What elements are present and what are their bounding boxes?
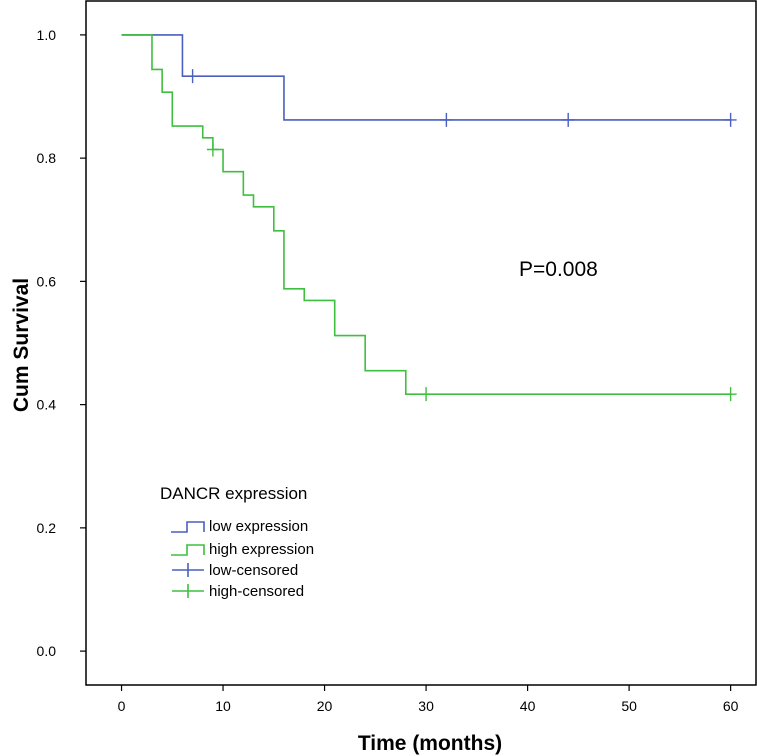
legend-entry: high expression [171, 541, 314, 558]
series-line-high-expression [121, 34, 731, 395]
y-tick-label: 0.8 [37, 150, 57, 166]
legend-entry: low-censored [172, 562, 298, 579]
censor-mark [724, 387, 737, 402]
censor-mark [206, 142, 219, 157]
censor-mark [440, 112, 453, 127]
y-axis: 0.0 0.2 0.4 0.6 0.8 1.0 [37, 27, 86, 659]
series-layer [121, 34, 737, 402]
legend-label: high expression [209, 541, 314, 558]
x-axis: 0 10 20 30 40 50 60 [118, 685, 739, 714]
legend-title: DANCR expression [160, 484, 307, 503]
x-tick-label: 10 [215, 698, 231, 714]
legend-censor-icon [172, 584, 204, 598]
legend: DANCR expression low expression high expr… [160, 484, 314, 600]
legend-censor-icon [172, 563, 204, 577]
y-tick-label: 0.0 [37, 643, 57, 659]
x-axis-title: Time (months) [358, 732, 502, 755]
y-tick-label: 0.4 [37, 397, 57, 413]
censor-mark [724, 112, 737, 127]
censor-mark [562, 112, 575, 127]
plot-frame [85, 0, 757, 686]
legend-step-icon [171, 544, 205, 556]
y-tick-label: 1.0 [37, 27, 57, 43]
legend-entry: low expression [171, 518, 308, 535]
y-tick-label: 0.2 [37, 520, 57, 536]
y-tick-label: 0.6 [37, 273, 57, 289]
censor-mark [186, 69, 199, 84]
x-tick-label: 60 [723, 698, 739, 714]
p-value-annotation: P=0.008 [519, 258, 598, 281]
x-tick-label: 0 [118, 698, 126, 714]
x-tick-label: 30 [418, 698, 434, 714]
censor-mark [420, 387, 433, 402]
legend-entry: high-censored [172, 583, 304, 600]
legend-step-icon [171, 521, 205, 533]
legend-label: high-censored [209, 583, 304, 600]
legend-label: low-censored [209, 562, 298, 579]
legend-label: low expression [209, 518, 308, 535]
x-tick-label: 40 [520, 698, 536, 714]
y-axis-title: Cum Survival [10, 278, 33, 412]
x-tick-label: 20 [317, 698, 333, 714]
x-tick-label: 50 [621, 698, 637, 714]
series-line-low-expression [121, 34, 731, 121]
